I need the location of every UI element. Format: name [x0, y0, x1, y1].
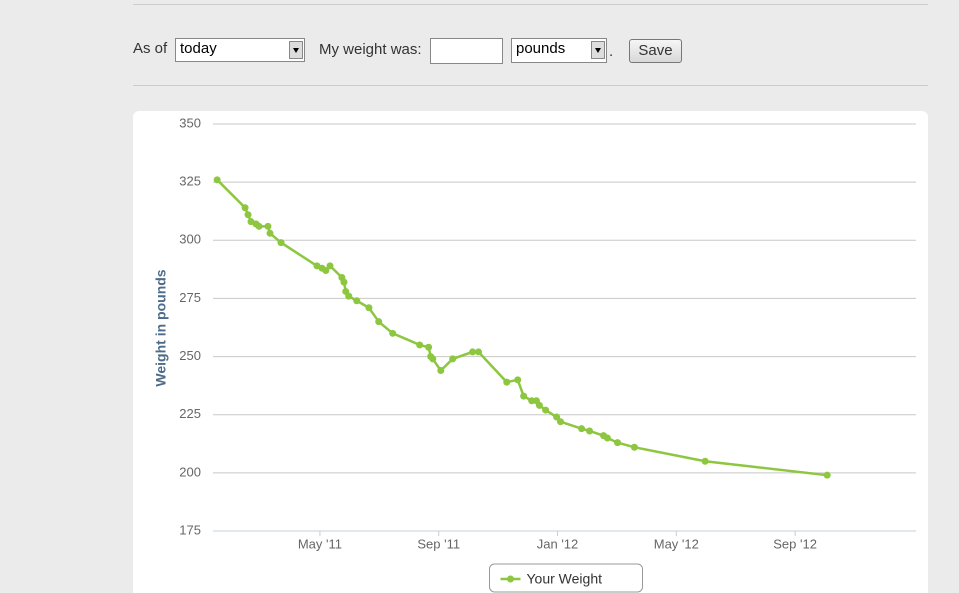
data-point[interactable] [244, 211, 252, 219]
period: . [609, 43, 614, 60]
data-point[interactable] [365, 304, 373, 312]
divider [133, 4, 928, 5]
data-point[interactable] [353, 297, 361, 305]
x-tick-label: Jan '12 [537, 536, 579, 551]
y-tick-label: 200 [179, 464, 201, 479]
data-point[interactable] [326, 262, 334, 270]
as-of-label: As of [133, 40, 168, 57]
data-point[interactable] [475, 348, 483, 356]
data-point[interactable] [345, 292, 353, 300]
y-tick-label: 225 [179, 406, 201, 421]
data-point[interactable] [630, 443, 638, 451]
data-point[interactable] [425, 343, 433, 351]
data-point[interactable] [578, 425, 586, 433]
divider [133, 85, 928, 86]
y-axis-label: Weight in pounds [153, 269, 169, 386]
x-tick-label: May '12 [654, 536, 699, 551]
data-point[interactable] [437, 367, 445, 375]
data-point[interactable] [416, 341, 424, 349]
y-tick-label: 300 [179, 232, 201, 247]
dropdown-arrow [591, 41, 605, 59]
x-tick-label: Sep '11 [417, 536, 460, 551]
data-point[interactable] [503, 378, 511, 386]
data-point[interactable] [603, 434, 611, 442]
data-point[interactable] [614, 439, 622, 447]
data-point[interactable] [823, 471, 831, 479]
data-point[interactable] [553, 413, 561, 421]
legend-box[interactable] [489, 563, 643, 593]
data-point[interactable] [556, 418, 564, 426]
weight-input[interactable] [430, 38, 503, 64]
data-line [216, 178, 828, 477]
data-point[interactable] [322, 267, 330, 275]
weight-label: My weight was: [319, 41, 422, 58]
data-point[interactable] [213, 176, 221, 184]
data-point[interactable] [469, 348, 477, 356]
data-point[interactable] [535, 401, 543, 409]
date-option: today [180, 40, 217, 57]
data-point[interactable] [277, 239, 285, 247]
chart-panel [133, 111, 928, 593]
data-point[interactable] [241, 204, 249, 212]
data-point[interactable] [255, 222, 263, 230]
date-select[interactable]: today [175, 38, 305, 62]
x-tick-label: Sep '12 [773, 536, 817, 551]
legend-marker [507, 575, 514, 583]
y-tick-label: 250 [179, 348, 201, 363]
data-point[interactable] [586, 427, 594, 435]
data-point[interactable] [449, 355, 457, 363]
data-point[interactable] [514, 376, 522, 384]
data-point[interactable] [542, 406, 550, 414]
data-point[interactable] [429, 355, 437, 363]
unit-option: pounds [516, 40, 566, 57]
y-tick-label: 275 [179, 290, 201, 305]
y-tick-label: 175 [179, 522, 201, 537]
y-tick-label: 350 [179, 115, 201, 130]
save-button[interactable]: Save [629, 39, 682, 63]
data-point[interactable] [520, 392, 528, 400]
data-point[interactable] [701, 457, 709, 465]
legend-label: Your Weight [527, 571, 603, 587]
y-tick-label: 325 [179, 174, 201, 189]
dropdown-arrow [289, 41, 303, 59]
data-point[interactable] [266, 229, 274, 237]
unit-select[interactable]: pounds [511, 38, 607, 63]
data-point[interactable] [375, 318, 383, 326]
data-point[interactable] [264, 222, 272, 230]
x-tick-label: May '11 [298, 536, 342, 551]
data-point[interactable] [340, 278, 348, 286]
data-point[interactable] [389, 329, 397, 337]
